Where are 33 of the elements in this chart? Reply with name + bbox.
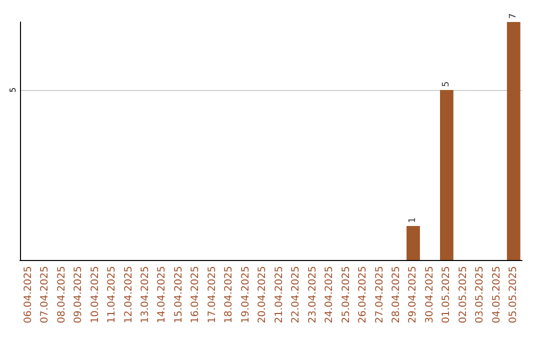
x-tick-label: 05.05.2025 <box>508 266 520 324</box>
x-tick-label: 27.04.2025 <box>374 266 386 324</box>
x-tick-label: 30.04.2025 <box>424 266 436 324</box>
x-tick-label: 14.04.2025 <box>156 266 168 324</box>
x-tick-label: 10.04.2025 <box>90 266 101 324</box>
x-tick-label: 06.04.2025 <box>22 266 34 324</box>
x-tick-label: 09.04.2025 <box>73 266 84 324</box>
x-tick-label: 21.04.2025 <box>274 266 285 324</box>
x-tick-label: 28.04.2025 <box>391 266 402 324</box>
x-tick-label: 19.04.2025 <box>240 266 252 324</box>
x-tick-label: 20.04.2025 <box>257 266 268 324</box>
x-tick-label: 16.04.2025 <box>190 266 202 324</box>
x-tick-label: 01.05.2025 <box>441 266 452 324</box>
data-label: 7 <box>508 13 519 19</box>
x-tick-label: 02.05.2025 <box>458 266 469 324</box>
x-tick-label: 15.04.2025 <box>173 266 184 324</box>
x-tick-label: 07.04.2025 <box>40 266 51 324</box>
x-tick-label: 18.04.2025 <box>224 266 235 324</box>
x-tick-label: 13.04.2025 <box>140 266 151 324</box>
data-label: 5 <box>442 81 452 87</box>
x-tick-label: 23.04.2025 <box>307 266 318 324</box>
data-label: 1 <box>408 217 418 223</box>
x-tick-label: 22.04.2025 <box>290 266 302 324</box>
x-tick-label: 03.05.2025 <box>474 266 486 324</box>
x-tick-label: 11.04.2025 <box>106 266 118 324</box>
x-tick-label: 29.04.2025 <box>408 266 419 324</box>
x-tick-label: 17.04.2025 <box>206 266 218 324</box>
x-tick-label: 25.04.2025 <box>340 266 352 324</box>
x-tick-label: 04.05.2025 <box>491 266 502 324</box>
x-tick-label: 12.04.2025 <box>123 266 134 324</box>
x-tick-label: 24.04.2025 <box>324 266 336 324</box>
x-tick-label: 26.04.2025 <box>358 266 369 324</box>
x-tick-label: 08.04.2025 <box>56 266 68 324</box>
